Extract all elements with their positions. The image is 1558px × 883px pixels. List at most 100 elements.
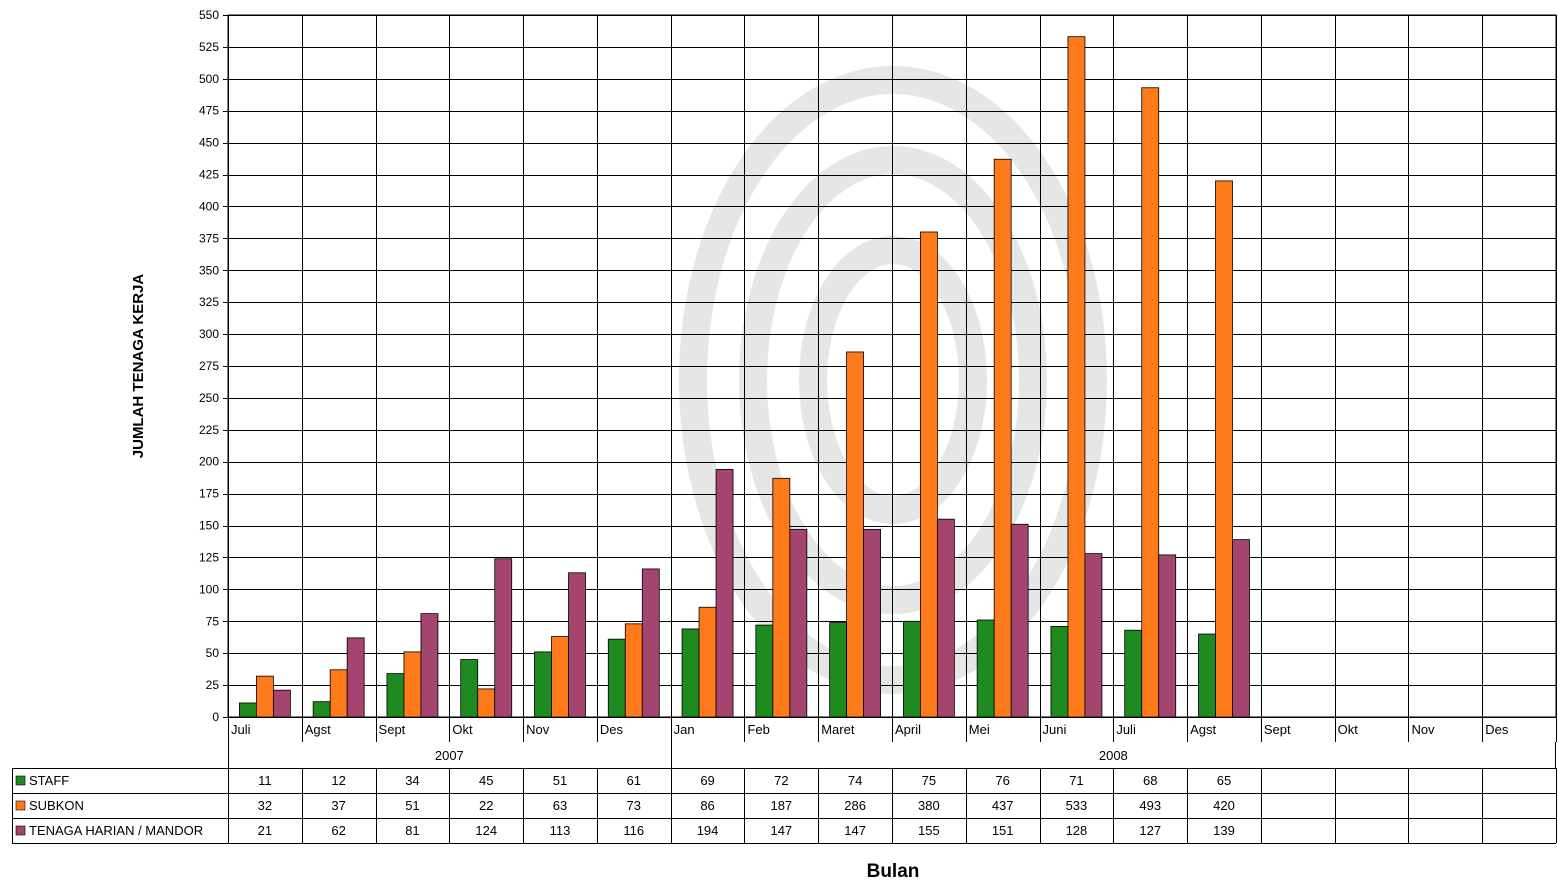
table-cell-value: 74: [848, 773, 862, 788]
bar-staff-nov: [534, 651, 552, 718]
bar-subkon-des: [624, 623, 643, 718]
bar-tenaga-harian-mandor-okt: [494, 558, 513, 718]
y-tick-label: 250: [199, 391, 219, 405]
bar-staff-mei: [976, 619, 995, 718]
x-category-label: April: [895, 722, 921, 737]
x-category-label: Mei: [969, 722, 990, 737]
table-cell-value: 147: [770, 823, 792, 838]
table-cell-value: 76: [995, 773, 1009, 788]
table-cell-value: 65: [1217, 773, 1231, 788]
table-cell-value: 147: [844, 823, 866, 838]
bar-tenaga-harian-mandor-juni: [1084, 553, 1103, 718]
table-cell-value: 533: [1066, 798, 1088, 813]
table-cell-value: 194: [697, 823, 719, 838]
y-tick-label: 225: [199, 423, 219, 437]
table-cell-value: 51: [553, 773, 567, 788]
bar-tenaga-harian-mandor-jan: [715, 468, 734, 718]
x-category-label: Agst: [1190, 722, 1216, 737]
x-axis-categories: Juli Agst Sept Okt Nov Des Jan Feb Maret April Mei…: [231, 722, 1509, 737]
bar-subkon-juli: [255, 675, 274, 718]
bar-subkon-juni: [1067, 36, 1086, 718]
year-group-label: 2007: [435, 748, 464, 763]
y-tick-label: 300: [199, 327, 219, 341]
year-group-label: 2008: [1099, 748, 1128, 763]
table-cell-value: 113: [550, 823, 571, 838]
table-cell-value: 81: [405, 823, 419, 838]
x-category-label: Agst: [305, 722, 331, 737]
table-cell-value: 51: [405, 798, 419, 813]
bar-staff-jan: [681, 628, 700, 718]
table-cell-value: 21: [258, 823, 272, 838]
bar-tenaga-harian-mandor-juli: [1158, 554, 1177, 718]
bar-subkon-okt: [477, 688, 496, 718]
x-axis-label: Bulan: [867, 861, 920, 882]
bar-staff-maret: [829, 622, 848, 718]
table-cell-value: 63: [553, 798, 567, 813]
x-category-label: Okt: [1338, 722, 1359, 737]
y-tick-label: 125: [199, 550, 219, 564]
table-cell-value: 139: [1213, 823, 1235, 838]
bar-subkon-maret: [846, 351, 865, 718]
bar-subkon-nov: [551, 636, 569, 718]
y-axis-ticks: 0 25 50 75 100 125 150 175 200 225 250 275 300 325 350…: [199, 8, 219, 724]
x-category-label: Juni: [1043, 722, 1067, 737]
y-tick-label: 450: [199, 136, 219, 150]
table-cell-value: 124: [475, 823, 497, 838]
table-cell-value: 72: [774, 773, 788, 788]
y-tick-label: 0: [212, 710, 219, 724]
table-cell-value: 128: [1066, 823, 1088, 838]
table-cell-value: 11: [258, 773, 272, 788]
bar-subkon-agst: [329, 669, 348, 718]
bar-staff-agst: [312, 701, 331, 718]
y-tick-label: 175: [199, 487, 219, 501]
table-cell-value: 45: [479, 773, 493, 788]
bar-tenaga-harian-mandor-sept: [420, 613, 439, 718]
table-cell-value: 116: [623, 823, 644, 838]
y-tick-label: 500: [199, 72, 219, 86]
table-cell-value: 75: [922, 773, 936, 788]
table-cell-value: 127: [1139, 823, 1161, 838]
x-category-label: Maret: [821, 722, 855, 737]
y-tick-label: 350: [199, 263, 219, 277]
x-category-label: Sept: [379, 722, 406, 737]
y-axis-label: JUMLAH TENAGA KERJA: [130, 274, 147, 459]
bar-subkon-juli: [1141, 87, 1160, 718]
x-category-label: Juli: [1116, 722, 1136, 737]
bar-staff-juli: [238, 702, 257, 718]
bar-staff-juli: [1124, 629, 1143, 718]
bar-subkon-april: [919, 231, 938, 718]
legend-label: TENAGA HARIAN / MANDOR: [29, 823, 203, 838]
x-category-label: Juli: [231, 722, 251, 737]
table-cell-value: 71: [1069, 773, 1083, 788]
legend-swatch: [15, 800, 26, 811]
y-tick-label: 150: [199, 519, 219, 533]
y-tick-label: 75: [206, 614, 220, 628]
table-cell-value: 493: [1139, 798, 1161, 813]
y-tick-label: 525: [199, 40, 219, 54]
bar-tenaga-harian-mandor-des: [641, 568, 660, 718]
table-cell-value: 437: [992, 798, 1014, 813]
table-cell-value: 69: [700, 773, 714, 788]
bar-subkon-agst: [1215, 180, 1233, 718]
y-tick-label: 275: [199, 359, 219, 373]
bar-tenaga-harian-mandor-juli: [272, 689, 291, 718]
y-tick-label: 325: [199, 295, 219, 309]
legend-swatch: [15, 775, 26, 786]
x-category-label: Nov: [526, 722, 550, 737]
table-cell-value: 73: [627, 798, 641, 813]
x-category-label: Sept: [1264, 722, 1291, 737]
bar-staff-juni: [1050, 625, 1069, 718]
y-tick-label: 475: [199, 104, 219, 118]
legend-label: STAFF: [29, 773, 69, 788]
y-tick-label: 425: [199, 168, 219, 182]
x-category-label: Jan: [674, 722, 695, 737]
bar-tenaga-harian-mandor-mei: [1010, 523, 1029, 718]
table-cell-value: 420: [1213, 798, 1235, 813]
x-category-label: Des: [1485, 722, 1509, 737]
y-tick-label: 25: [206, 678, 220, 692]
bar-tenaga-harian-mandor-maret: [863, 528, 882, 718]
bar-staff-april: [902, 620, 921, 718]
table-cell-value: 12: [331, 773, 345, 788]
y-tick-label: 200: [199, 455, 219, 469]
table-cell-value: 22: [479, 798, 493, 813]
